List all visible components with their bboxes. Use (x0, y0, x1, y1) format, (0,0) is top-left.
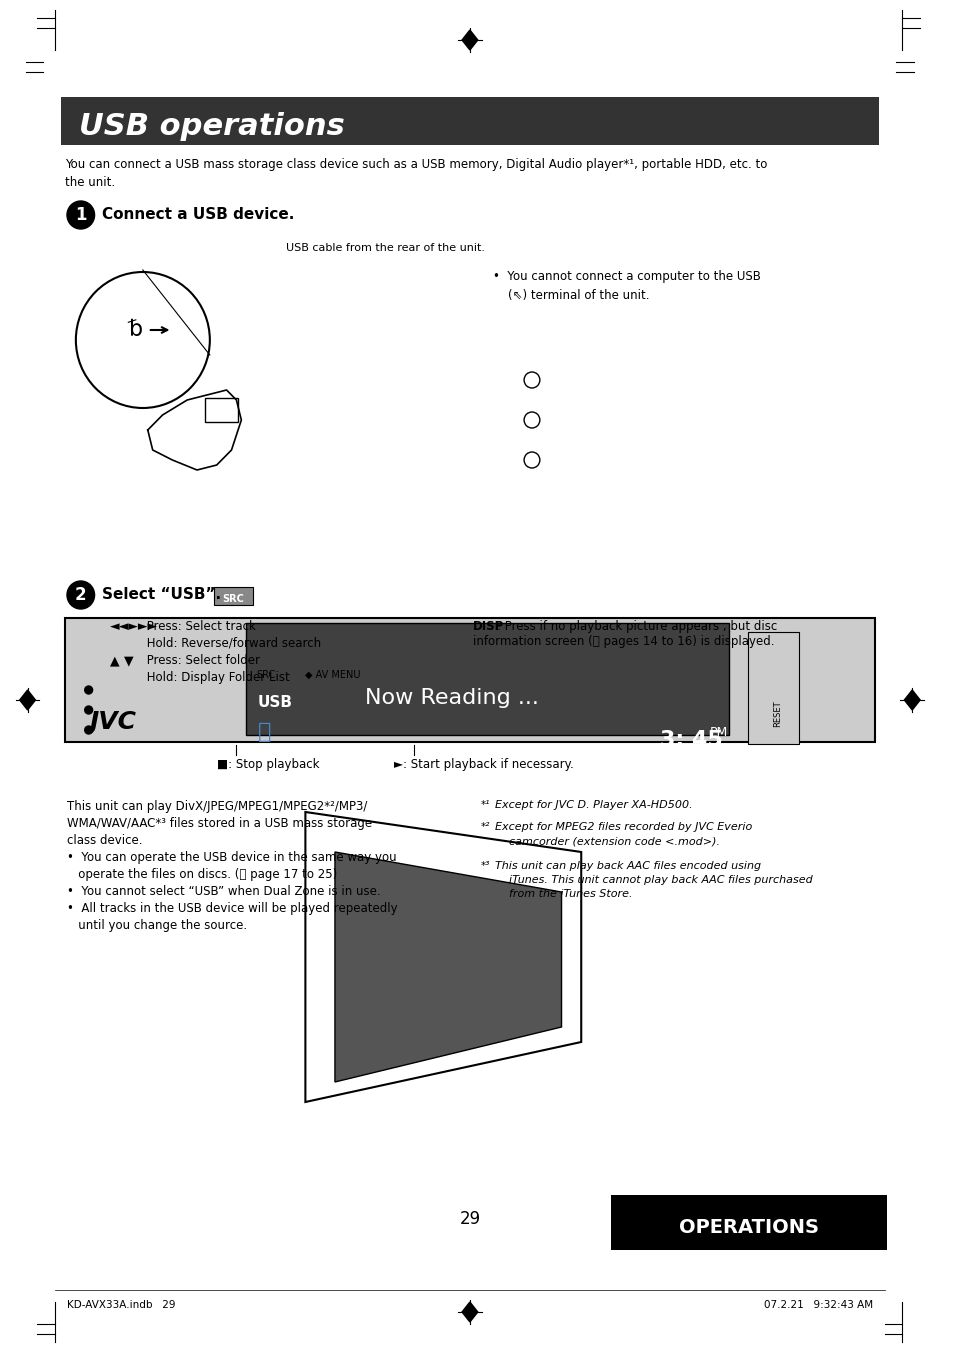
Text: : Press if no playback picture appears , but disc: : Press if no playback picture appears ,… (496, 621, 776, 633)
Text: •  You can operate the USB device in the same way you: • You can operate the USB device in the … (67, 850, 396, 864)
FancyBboxPatch shape (246, 623, 728, 735)
Text: •  All tracks in the USB device will be played repeatedly: • All tracks in the USB device will be p… (67, 902, 397, 915)
FancyBboxPatch shape (205, 397, 238, 422)
Text: 29: 29 (458, 1210, 480, 1228)
Text: ◄◄►►►: ◄◄►►► (111, 621, 158, 633)
Text: ◆ AV MENU: ◆ AV MENU (305, 671, 360, 680)
Text: Hold: Reverse/forward search: Hold: Reverse/forward search (143, 637, 320, 650)
Text: Except for MPEG2 files recorded by JVC Everio
    camcorder (extension code <.mo: Except for MPEG2 files recorded by JVC E… (494, 822, 751, 846)
FancyBboxPatch shape (747, 631, 798, 744)
Text: This unit can play DivX/JPEG/MPEG1/MPEG2*²/MP3/: This unit can play DivX/JPEG/MPEG1/MPEG2… (67, 800, 367, 813)
Circle shape (85, 706, 92, 714)
Text: JVC: JVC (89, 710, 135, 734)
Text: Select “USB”.: Select “USB”. (102, 587, 221, 602)
Text: ►: Start playback if necessary.: ►: Start playback if necessary. (394, 758, 573, 771)
Text: •  You cannot connect a computer to the USB
    (⇖) terminal of the unit.: • You cannot connect a computer to the U… (492, 270, 760, 301)
Text: ␢: ␢ (128, 320, 142, 339)
Text: operate the files on discs. (⎈ page 17 to 25): operate the files on discs. (⎈ page 17 t… (67, 868, 337, 882)
Text: *¹: *¹ (480, 800, 490, 810)
Circle shape (67, 201, 94, 228)
Text: ▲ ▼: ▲ ▼ (111, 654, 133, 667)
Text: ■: Stop playback: ■: Stop playback (216, 758, 319, 771)
Polygon shape (903, 690, 919, 710)
Text: You can connect a USB mass storage class device such as a USB memory, Digital Au: You can connect a USB mass storage class… (65, 158, 766, 189)
FancyBboxPatch shape (213, 587, 253, 604)
Polygon shape (461, 30, 477, 50)
Text: OPERATIONS: OPERATIONS (678, 1218, 818, 1237)
Text: Except for JVC D. Player XA-HD500.: Except for JVC D. Player XA-HD500. (494, 800, 692, 810)
Text: USB cable from the rear of the unit.: USB cable from the rear of the unit. (285, 243, 484, 253)
Circle shape (67, 581, 94, 608)
Text: USB: USB (258, 695, 293, 710)
FancyBboxPatch shape (65, 618, 874, 742)
Text: WMA/WAV/AAC*³ files stored in a USB mass storage: WMA/WAV/AAC*³ files stored in a USB mass… (67, 817, 372, 830)
Text: 3: 45: 3: 45 (659, 730, 722, 750)
FancyBboxPatch shape (610, 1195, 885, 1251)
FancyBboxPatch shape (61, 97, 878, 145)
Text: *³: *³ (480, 861, 490, 871)
Text: PM: PM (709, 726, 727, 740)
Text: ⦿: ⦿ (258, 722, 272, 742)
Polygon shape (20, 690, 35, 710)
Text: Press: Select track: Press: Select track (143, 621, 255, 633)
Text: 1: 1 (75, 206, 87, 224)
Circle shape (85, 726, 92, 734)
Text: Hold: Display Folder List: Hold: Display Folder List (143, 671, 290, 684)
Polygon shape (335, 852, 561, 1082)
Circle shape (85, 685, 92, 694)
Text: information screen (⎈ pages 14 to 16) is displayed.: information screen (⎈ pages 14 to 16) is… (473, 635, 774, 648)
Text: Now Reading ...: Now Reading ... (364, 688, 537, 708)
Text: USB operations: USB operations (79, 112, 344, 141)
Text: Connect a USB device.: Connect a USB device. (102, 207, 294, 222)
Text: SRC: SRC (222, 594, 244, 604)
Text: KD-AVX33A.indb   29: KD-AVX33A.indb 29 (67, 1301, 175, 1310)
Text: RESET: RESET (773, 700, 781, 726)
Text: Press: Select folder: Press: Select folder (143, 654, 259, 667)
Text: This unit can play back AAC files encoded using
    iTunes. This unit cannot pla: This unit can play back AAC files encode… (494, 861, 811, 899)
Text: DISP: DISP (473, 621, 503, 633)
Text: 2: 2 (75, 585, 87, 604)
Text: class device.: class device. (67, 834, 142, 846)
Text: *²: *² (480, 822, 490, 831)
Text: until you change the source.: until you change the source. (67, 919, 247, 932)
Polygon shape (461, 1302, 477, 1322)
Text: 07.2.21   9:32:43 AM: 07.2.21 9:32:43 AM (763, 1301, 872, 1310)
Text: SRC: SRC (255, 671, 275, 680)
Text: •  You cannot select “USB” when Dual Zone is in use.: • You cannot select “USB” when Dual Zone… (67, 886, 380, 898)
